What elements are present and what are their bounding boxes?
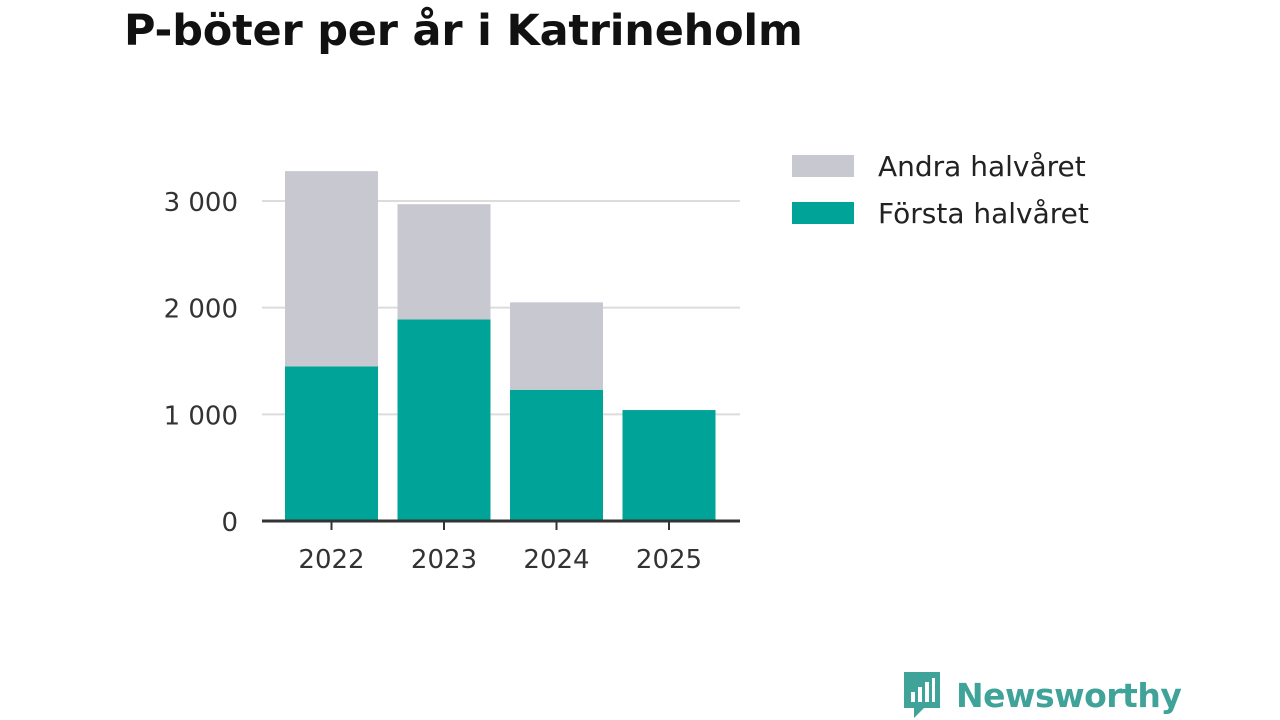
bar-2025-f-rsta-halv-ret — [622, 410, 716, 521]
logo-wordmark: Newsworthy — [956, 675, 1182, 715]
legend-swatch — [792, 155, 854, 177]
legend-swatch — [792, 202, 854, 224]
bar-2024-f-rsta-halv-ret — [510, 389, 603, 521]
newsworthy-logo: Newsworthy — [902, 670, 1182, 720]
y-tick-label: 0 — [221, 508, 238, 538]
legend: Andra halvåret Första halvåret — [792, 150, 1089, 230]
bar-2024-andra-halv-ret — [510, 302, 603, 390]
bar-2022-f-rsta-halv-ret — [285, 366, 378, 521]
y-tick-label: 3 000 — [164, 188, 238, 218]
newsworthy-logo-icon — [904, 672, 940, 718]
x-tick-label: 2024 — [523, 545, 589, 575]
x-tick-label: 2023 — [411, 545, 477, 575]
bar-2022-andra-halv-ret — [285, 171, 378, 367]
legend-label: Första halvåret — [878, 197, 1089, 230]
bar-2023-f-rsta-halv-ret — [397, 319, 491, 521]
chart-title: P-böter per år i Katrineholm — [124, 6, 803, 56]
bars — [285, 171, 716, 521]
x-axis-ticks: 2022 2023 2024 2025 — [298, 521, 702, 575]
legend-label: Andra halvåret — [878, 150, 1086, 183]
x-tick-label: 2022 — [298, 545, 364, 575]
x-tick-label: 2025 — [636, 545, 702, 575]
y-tick-label: 1 000 — [164, 401, 238, 431]
y-tick-label: 2 000 — [164, 295, 238, 325]
y-axis-ticks: 0 1 000 2 000 3 000 — [164, 188, 238, 538]
bar-2023-andra-halv-ret — [397, 204, 491, 320]
